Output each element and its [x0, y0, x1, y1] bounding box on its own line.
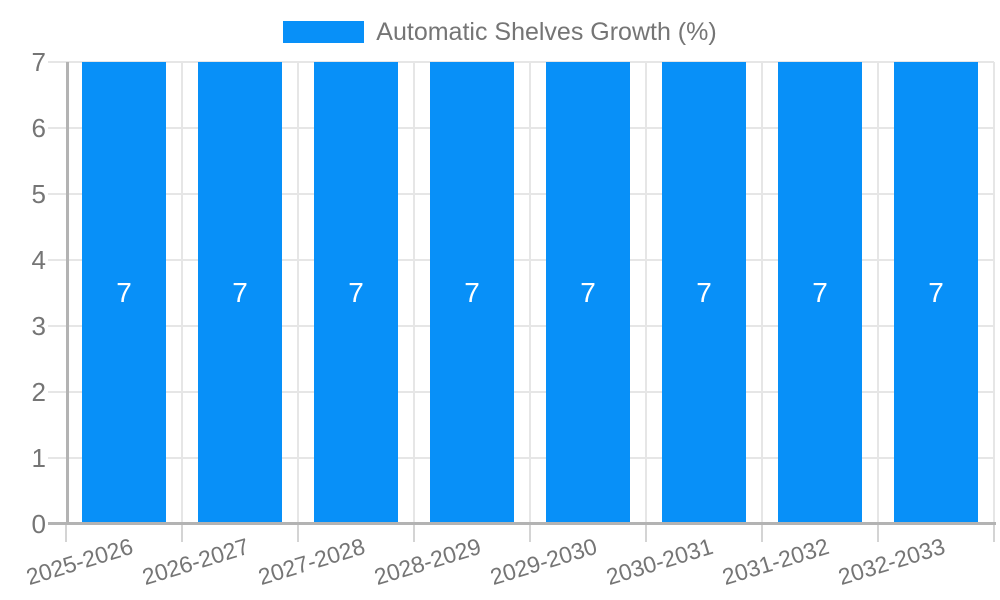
bar-value-label: 7: [464, 277, 480, 308]
h-gridline: [48, 61, 994, 63]
x-axis-tick: [645, 524, 647, 542]
bar-value-label: 7: [348, 277, 364, 308]
bar-value-label: 7: [232, 277, 248, 308]
v-gridline: [645, 62, 647, 524]
x-axis-tick: [297, 524, 299, 542]
bar-value-label: 7: [580, 277, 596, 308]
v-gridline: [529, 62, 531, 524]
v-gridline: [877, 62, 879, 524]
x-axis-label: 2028-2029: [371, 532, 484, 590]
legend: Automatic Shelves Growth (%): [0, 18, 1000, 46]
bar-2028-2029[interactable]: [430, 62, 514, 524]
x-axis-tick: [877, 524, 879, 542]
h-gridline: [48, 127, 994, 129]
h-gridline: [48, 457, 994, 459]
legend-swatch: [283, 21, 365, 43]
x-axis-label: 2030-2031: [603, 532, 716, 590]
bar-2031-2032[interactable]: [778, 62, 862, 524]
bar-2032-2033[interactable]: [894, 62, 978, 524]
v-gridline: [761, 62, 763, 524]
x-axis-tick: [761, 524, 763, 542]
x-axis-tick: [65, 524, 67, 542]
x-axis-baseline: [48, 522, 996, 525]
x-axis-label: 2026-2027: [139, 532, 252, 590]
bar-2030-2031[interactable]: [662, 62, 746, 524]
y-axis-label: 3: [31, 311, 46, 341]
y-axis-label: 4: [31, 245, 46, 275]
x-axis-tick: [181, 524, 183, 542]
h-gridline: [48, 193, 994, 195]
h-gridline: [48, 259, 994, 261]
y-axis-label: 5: [31, 179, 46, 209]
v-gridline: [993, 62, 995, 524]
h-gridline: [48, 325, 994, 327]
x-axis-label: 2027-2028: [255, 532, 368, 590]
x-axis-label: 2025-2026: [23, 532, 136, 590]
y-axis-label: 1: [31, 443, 46, 473]
v-gridline: [413, 62, 415, 524]
x-axis-label: 2032-2033: [835, 532, 948, 590]
bar-2029-2030[interactable]: [546, 62, 630, 524]
bar-2027-2028[interactable]: [314, 62, 398, 524]
v-gridline: [297, 62, 299, 524]
y-axis-label: 2: [31, 377, 46, 407]
x-axis-tick: [993, 524, 995, 542]
y-axis-label: 7: [31, 47, 46, 77]
y-axis-label: 6: [31, 113, 46, 143]
y-axis-label: 0: [31, 509, 46, 539]
bar-value-label: 7: [928, 277, 944, 308]
bar-value-label: 7: [696, 277, 712, 308]
v-gridline: [181, 62, 183, 524]
bar-2025-2026[interactable]: [82, 62, 166, 524]
bar-2026-2027[interactable]: [198, 62, 282, 524]
bar-value-label: 7: [116, 277, 132, 308]
plot-area: 7 7 7 7 7 7 7 7: [48, 61, 996, 542]
x-axis-label: 2031-2032: [719, 532, 832, 590]
h-gridline: [48, 391, 994, 393]
y-axis-line: [66, 62, 69, 524]
x-axis-label: 2029-2030: [487, 532, 600, 590]
x-axis-tick: [529, 524, 531, 542]
x-axis-tick: [413, 524, 415, 542]
legend-label: Automatic Shelves Growth (%): [376, 18, 717, 46]
bar-value-label: 7: [812, 277, 828, 308]
